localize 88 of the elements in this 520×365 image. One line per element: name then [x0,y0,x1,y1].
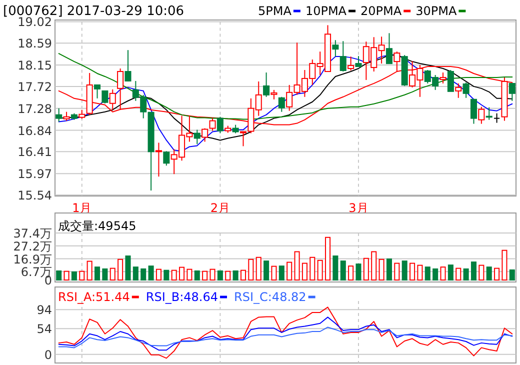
y-tick-label: 94 [36,303,52,318]
bar [386,258,392,280]
bar [240,270,246,280]
y-tick-label: 17.72 [18,80,52,94]
bar [440,266,446,280]
bar [202,270,208,280]
bar [148,266,154,280]
y-tick-label: 19.02 [18,15,52,30]
bar [264,260,270,280]
bar [278,266,284,280]
bar [302,262,308,280]
bar [194,270,200,280]
y-tick-label: 16.84 [18,124,52,138]
bar [56,270,62,280]
bar [217,270,223,280]
legend-label: 20PMA [360,4,402,18]
bar [71,271,77,280]
bar [310,256,316,280]
bar [317,260,323,280]
chart-title: 成交量:49545 [58,219,136,233]
bar [456,268,462,280]
bar [509,269,515,280]
legend-label: 30PMA [416,4,458,18]
candlestick [155,142,162,178]
bar [225,270,231,280]
bar [371,251,377,280]
legend-label: 10PMA [305,4,348,18]
legend-label: RSI_B:48.64 [146,290,218,304]
y-tick-label: 16.41 [18,145,52,160]
bar [118,258,124,280]
y-tick-label: 18.15 [18,58,52,73]
bar [340,260,346,280]
bar [402,260,408,280]
bar [102,268,108,280]
y-tick-label: 18.59 [18,36,52,51]
bar [186,268,192,280]
y-tick-label: 16.9万 [13,252,52,266]
legend-label: RSI_C:48.82 [234,290,306,304]
bar [486,266,492,280]
bar [156,268,162,280]
bar [232,270,238,280]
bar [294,251,300,280]
bar [478,264,484,280]
bar [463,268,469,280]
bar [171,270,177,280]
bar [271,266,277,280]
bar [332,255,338,280]
candlestick [332,40,339,58]
y-tick-label: 15.97 [18,167,52,182]
bar [210,268,216,280]
y-tick-label: 17.28 [18,102,52,116]
bar [378,258,384,280]
bar [424,266,430,280]
y-tick-label: 0 [44,348,52,362]
bar [64,270,70,280]
bar [286,262,292,280]
bar [140,268,146,280]
bar [164,270,170,280]
bar [356,264,362,280]
bar [448,264,454,280]
line-series [58,306,513,359]
bar [394,262,400,280]
bar [363,258,369,280]
y-tick-label: 27.2万 [13,239,52,254]
y-tick-label: 15.54 [18,188,52,202]
bar [86,260,92,280]
bar [79,270,85,280]
bar [417,264,423,280]
legend-label: RSI_A:51.44 [58,290,130,304]
bar [179,266,185,280]
bar [94,266,100,280]
bar [432,268,438,280]
bar [410,262,416,280]
bar [324,236,331,280]
line-series [58,326,513,348]
bar [348,266,354,280]
legend-label: 5PMA [258,4,292,18]
y-tick-label: 37.4万 [13,226,52,240]
bar [470,262,477,280]
bar [494,268,500,280]
bar [248,258,254,280]
bar [110,268,116,280]
line-series [58,316,513,351]
bar [502,250,508,280]
y-tick-label: 54 [36,322,52,336]
bar [256,256,262,280]
bar [125,255,131,280]
bar [132,266,138,280]
